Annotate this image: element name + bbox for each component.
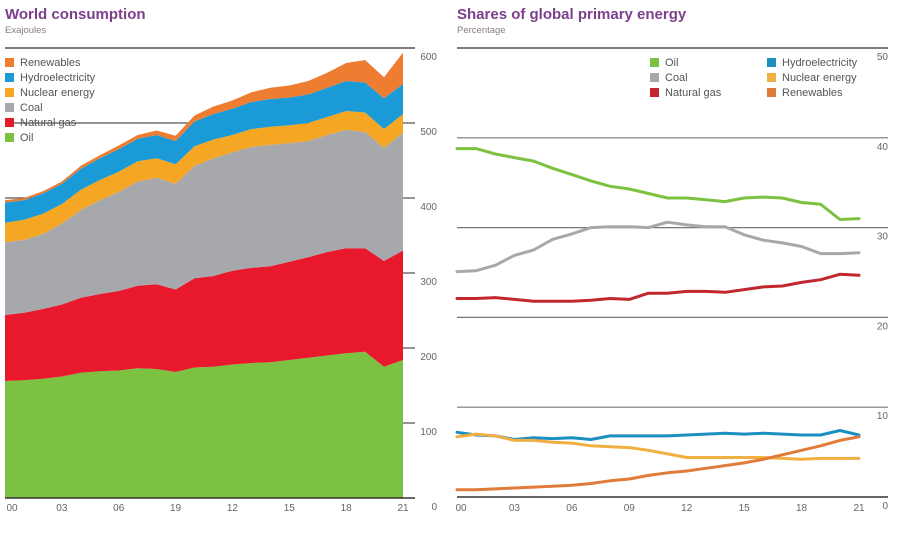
- left-y-tick-400: 400: [420, 202, 437, 213]
- left-x-tick-06: 06: [113, 503, 125, 514]
- right-x-tick-15: 15: [739, 503, 751, 514]
- legend-swatch-nuclear-energy: [767, 73, 776, 82]
- legend-item-oil: Oil: [650, 55, 721, 70]
- legend-label: Coal: [20, 101, 43, 114]
- legend-item-coal: Coal: [5, 100, 95, 115]
- legend-item-renewables: Renewables: [767, 85, 857, 100]
- legend-item-renewables: Renewables: [5, 55, 95, 70]
- left-x-tick-21: 21: [397, 503, 409, 514]
- shares-legend-col-1: Oil Coal Natural gas: [650, 55, 721, 100]
- left-y-tick-500: 500: [420, 127, 437, 138]
- right-y-tick-30: 30: [877, 232, 889, 243]
- right-x-tick-09: 09: [624, 503, 636, 514]
- legend-label: Hydroelectricity: [20, 71, 96, 84]
- legend-item-oil: Oil: [5, 130, 95, 145]
- legend-swatch-coal: [650, 73, 659, 82]
- legend-label: Oil: [665, 56, 679, 69]
- legend-swatch-oil: [650, 58, 659, 67]
- left-y-tick-600: 600: [420, 52, 437, 63]
- left-x-tick-03: 03: [56, 503, 68, 514]
- right-x-tick-21: 21: [853, 503, 865, 514]
- right-x-tick-12: 12: [681, 503, 693, 514]
- legend-swatch-coal: [5, 103, 14, 112]
- legend-item-nuclear-energy: Nuclear energy: [767, 70, 857, 85]
- legend-label: Natural gas: [665, 86, 722, 99]
- left-y-tick-100: 100: [420, 427, 437, 438]
- line-oil: [455, 147, 861, 221]
- right-y-tick-10: 10: [877, 411, 889, 422]
- left-areas: [5, 52, 403, 498]
- shares-subtitle: Percentage: [457, 25, 506, 36]
- shares-legend-col-2: Hydroelectricity Nuclear energy Renewables: [767, 55, 857, 100]
- legend-label: Renewables: [20, 56, 81, 69]
- legend-item-coal: Coal: [650, 70, 721, 85]
- legend-swatch-natural-gas: [650, 88, 659, 97]
- legend-item-natural-gas: Natural gas: [5, 115, 95, 130]
- left-x-tick-12: 12: [227, 503, 239, 514]
- line-renewables: [455, 435, 861, 492]
- right-x-tick-18: 18: [796, 503, 808, 514]
- legend-label: Renewables: [782, 86, 843, 99]
- left-y-tick-300: 300: [420, 277, 437, 288]
- legend-swatch-renewables: [767, 88, 776, 97]
- right-gridlines: [457, 47, 888, 498]
- area-coal: [5, 129, 403, 315]
- right-y-tick-0: 0: [882, 501, 888, 512]
- left-x-tick-15: 15: [284, 503, 296, 514]
- right-y-tick-50: 50: [877, 52, 889, 63]
- legend-swatch-renewables: [5, 58, 14, 67]
- area-renewables: [5, 52, 403, 203]
- line-natural-gas: [455, 272, 861, 303]
- area-nuclear-energy: [5, 111, 403, 243]
- right-y-tick-40: 40: [877, 142, 889, 153]
- right-x-tick-00: 00: [455, 503, 467, 514]
- right-x-tick-03: 03: [509, 503, 521, 514]
- legend-item-hydroelectricity: Hydroelectricity: [767, 55, 857, 70]
- right-lines: [455, 147, 861, 492]
- legend-swatch-nuclear-energy: [5, 88, 14, 97]
- shares-title: Shares of global primary energy: [457, 6, 687, 23]
- left-x-tick-00: 00: [6, 503, 18, 514]
- line-hydroelectricity: [455, 429, 861, 441]
- left-x-tick-18: 18: [341, 503, 353, 514]
- right-x-tick-06: 06: [566, 503, 578, 514]
- right-y-tick-20: 20: [877, 321, 889, 332]
- legend-label: Coal: [665, 71, 688, 84]
- legend-item-nuclear-energy: Nuclear energy: [5, 85, 95, 100]
- legend-swatch-hydroelectricity: [5, 73, 14, 82]
- legend-label: Hydroelectricity: [782, 56, 858, 69]
- legend-swatch-oil: [5, 133, 14, 142]
- line-nuclear-energy: [455, 432, 861, 461]
- left-x-tick-19: 19: [170, 503, 182, 514]
- left-y-tick-200: 200: [420, 352, 437, 363]
- world-consumption-subtitle: Exajoules: [5, 25, 47, 36]
- legend-item-natural-gas: Natural gas: [650, 85, 721, 100]
- legend-item-hydroelectricity: Hydroelectricity: [5, 70, 95, 85]
- world-consumption-title: World consumption: [5, 6, 146, 23]
- legend-label: Natural gas: [20, 116, 77, 129]
- area-oil: [5, 351, 403, 498]
- line-coal: [455, 220, 861, 274]
- area-natural-gas: [5, 248, 403, 381]
- legend-swatch-natural-gas: [5, 118, 14, 127]
- legend-label: Oil: [20, 131, 34, 144]
- legend-label: Nuclear energy: [782, 71, 857, 84]
- legend-label: Nuclear energy: [20, 86, 95, 99]
- legend-swatch-hydroelectricity: [767, 58, 776, 67]
- world-consumption-legend: Renewables Hydroelectricity Nuclear energy…: [5, 55, 95, 145]
- left-y-tick-0: 0: [431, 502, 437, 513]
- area-hydroelectricity: [5, 81, 403, 223]
